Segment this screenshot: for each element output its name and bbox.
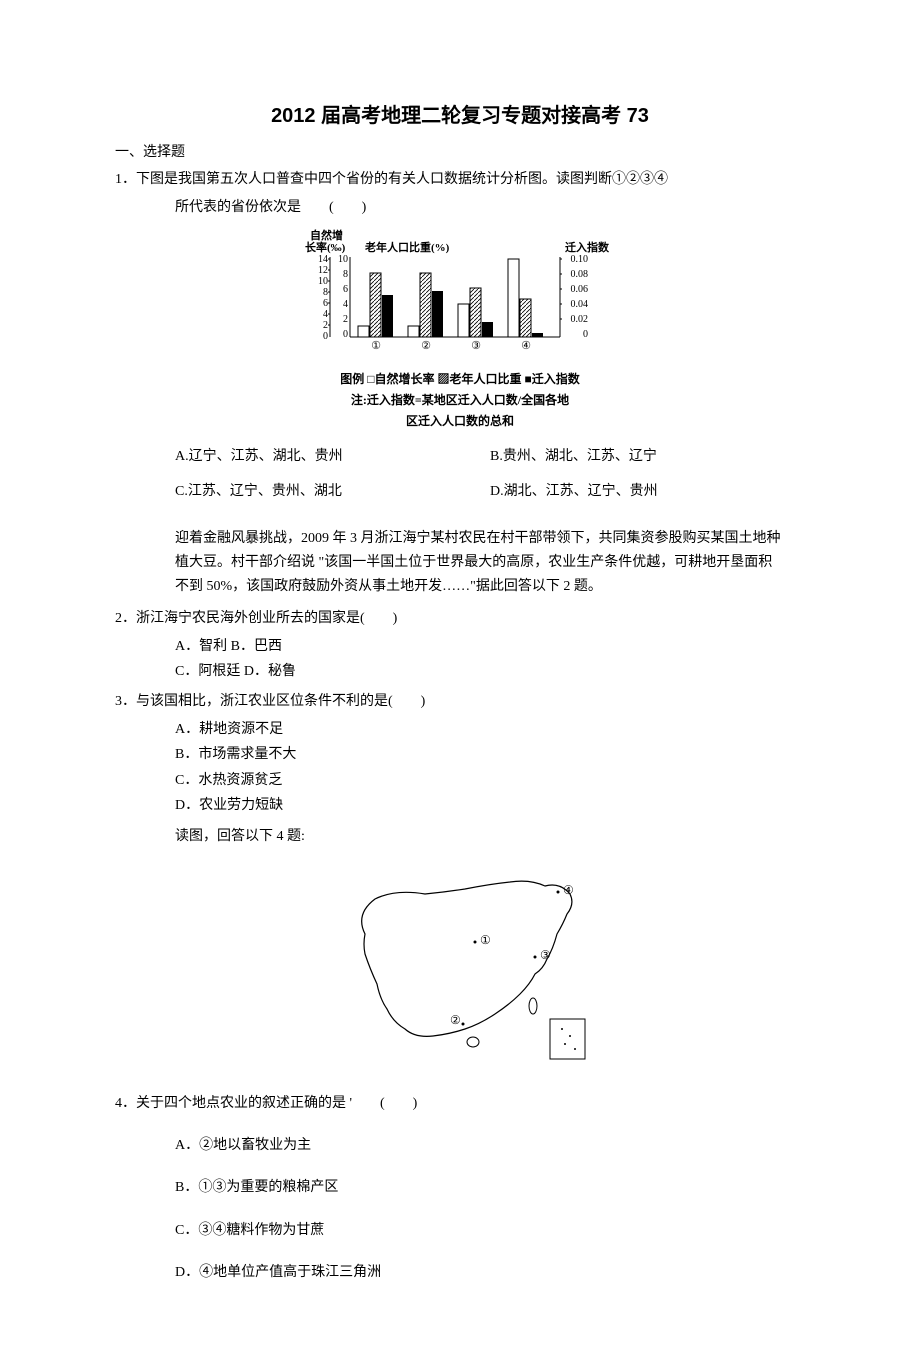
tick: 0.06 [571, 284, 589, 295]
q4-body: 关于四个地点农业的叙述正确的是 ' ( ) [136, 1096, 417, 1111]
q3-option-c: C．水热资源贫乏 [175, 770, 805, 792]
tick: 6 [343, 284, 348, 295]
page-title: 2012 届高考地理二轮复习专题对接高考 73 [115, 100, 805, 132]
tick: 10 [338, 254, 348, 265]
q3-option-d: D．农业劳力短缺 [175, 795, 805, 817]
tick: 2 [323, 320, 328, 331]
tick: 0 [583, 329, 588, 340]
q2-options-line2: C．阿根廷 D．秘鲁 [115, 661, 805, 683]
tick: 0.10 [571, 254, 589, 265]
tick: 4 [323, 309, 328, 320]
question-4: 4．关于四个地点农业的叙述正确的是 ' ( ) A．②地以畜牧业为主 B．①③为… [115, 1093, 805, 1285]
passage-1: 迎着金融风暴挑战，2009 年 3 月浙江海宁某村农民在村干部带领下，共同集资参… [115, 527, 805, 598]
x-label: ① [371, 340, 381, 352]
x-label: ② [421, 340, 431, 352]
map-label-4: ④ [563, 883, 574, 897]
chart-y-mid-label: 老年人口比重(%) [364, 240, 450, 254]
q1-option-b: B.贵州、湖北、江苏、辽宁 [490, 446, 805, 468]
q3-text: 3．与该国相比，浙江农业区位条件不利的是( ) [115, 691, 805, 713]
q3-body: 与该国相比，浙江农业区位条件不利的是( ) [136, 694, 425, 709]
q1-option-a: A.辽宁、江苏、湖北、贵州 [175, 446, 490, 468]
q2-number: 2． [115, 611, 136, 626]
chart-y-right-label: 迁入指数 [565, 240, 610, 254]
map-label-2: ② [450, 1013, 461, 1027]
tick: 4 [343, 299, 348, 310]
q4-text: 4．关于四个地点农业的叙述正确的是 ' ( ) [115, 1093, 805, 1115]
q4-options: A．②地以畜牧业为主 B．①③为重要的粮棉产区 C．③④糖料作物为甘蔗 D．④地… [115, 1135, 805, 1285]
q3-number: 3． [115, 694, 136, 709]
map-label-3: ③ [540, 948, 551, 962]
q1-option-c: C.江苏、辽宁、贵州、湖北 [175, 481, 490, 503]
x-label: ④ [521, 340, 531, 352]
section-header: 一、选择题 [115, 142, 805, 164]
chart-container: 自然增 长率(‰) 老年人口比重(%) 迁入指数 14 12 10 8 6 4 … [115, 229, 805, 431]
question-2: 2．浙江海宁农民海外创业所去的国家是( ) A．智利 B．巴西 C．阿根廷 D．… [115, 608, 805, 683]
map-label-1: ① [480, 933, 491, 947]
tick: 12 [318, 265, 328, 276]
tick: 0.08 [571, 269, 589, 280]
population-chart: 自然增 长率(‰) 老年人口比重(%) 迁入指数 14 12 10 8 6 4 … [290, 229, 630, 359]
q3-option-b: B．市场需求量不大 [175, 744, 805, 766]
q1-continuation: 所代表的省份依次是 ( ) [115, 197, 805, 219]
q3-options: A．耕地资源不足 B．市场需求量不大 C．水热资源贫乏 D．农业劳力短缺 [115, 719, 805, 818]
tick: 6 [323, 298, 328, 309]
q2-options-line1: A．智利 B．巴西 [115, 636, 805, 658]
q1-body: 下图是我国第五次人口普查中四个省份的有关人口数据统计分析图。读图判断①②③④ [136, 172, 668, 187]
question-3: 3．与该国相比，浙江农业区位条件不利的是( ) A．耕地资源不足 B．市场需求量… [115, 691, 805, 817]
q4-option-b: B．①③为重要的粮棉产区 [175, 1177, 805, 1199]
chart-legend: 图例 □自然增长率 ▨老年人口比重 ■迁入指数 [115, 370, 805, 389]
tick: 10 [318, 276, 328, 287]
x-label: ③ [471, 340, 481, 352]
tick: 0.02 [571, 314, 589, 325]
tick: 0 [323, 331, 328, 342]
question-1: 1．下图是我国第五次人口普查中四个省份的有关人口数据统计分析图。读图判断①②③④… [115, 169, 805, 219]
china-map: ① ② ③ ④ [315, 864, 605, 1064]
q4-option-d: D．④地单位产值高于珠江三角洲 [175, 1262, 805, 1284]
q3-option-a: A．耕地资源不足 [175, 719, 805, 741]
tick: 2 [343, 314, 348, 325]
q1-text: 1．下图是我国第五次人口普查中四个省份的有关人口数据统计分析图。读图判断①②③④ [115, 169, 805, 191]
chart-note2: 区迁入人口数的总和 [115, 412, 805, 431]
passage-2: 读图，回答以下 4 题: [115, 825, 805, 849]
chart-y-left-label2: 长率(‰) [305, 240, 346, 254]
tick: 14 [318, 254, 328, 265]
map-container: ① ② ③ ④ [115, 864, 805, 1072]
tick: 0.04 [571, 299, 589, 310]
q1-option-d: D.湖北、江苏、辽宁、贵州 [490, 481, 805, 503]
q4-number: 4． [115, 1096, 136, 1111]
tick: 0 [343, 329, 348, 340]
q1-options: A.辽宁、江苏、湖北、贵州 B.贵州、湖北、江苏、辽宁 C.江苏、辽宁、贵州、湖… [115, 446, 805, 515]
q2-text: 2．浙江海宁农民海外创业所去的国家是( ) [115, 608, 805, 630]
tick: 8 [343, 269, 348, 280]
q4-option-c: C．③④糖料作物为甘蔗 [175, 1220, 805, 1242]
q2-body: 浙江海宁农民海外创业所去的国家是( ) [136, 611, 397, 626]
q1-number: 1． [115, 172, 136, 187]
chart-note1: 注:迁入指数=某地区迁入人口数/全国各地 [115, 391, 805, 410]
tick: 8 [323, 287, 328, 298]
chart-y-left-label1: 自然增 [310, 229, 343, 242]
q4-option-a: A．②地以畜牧业为主 [175, 1135, 805, 1157]
